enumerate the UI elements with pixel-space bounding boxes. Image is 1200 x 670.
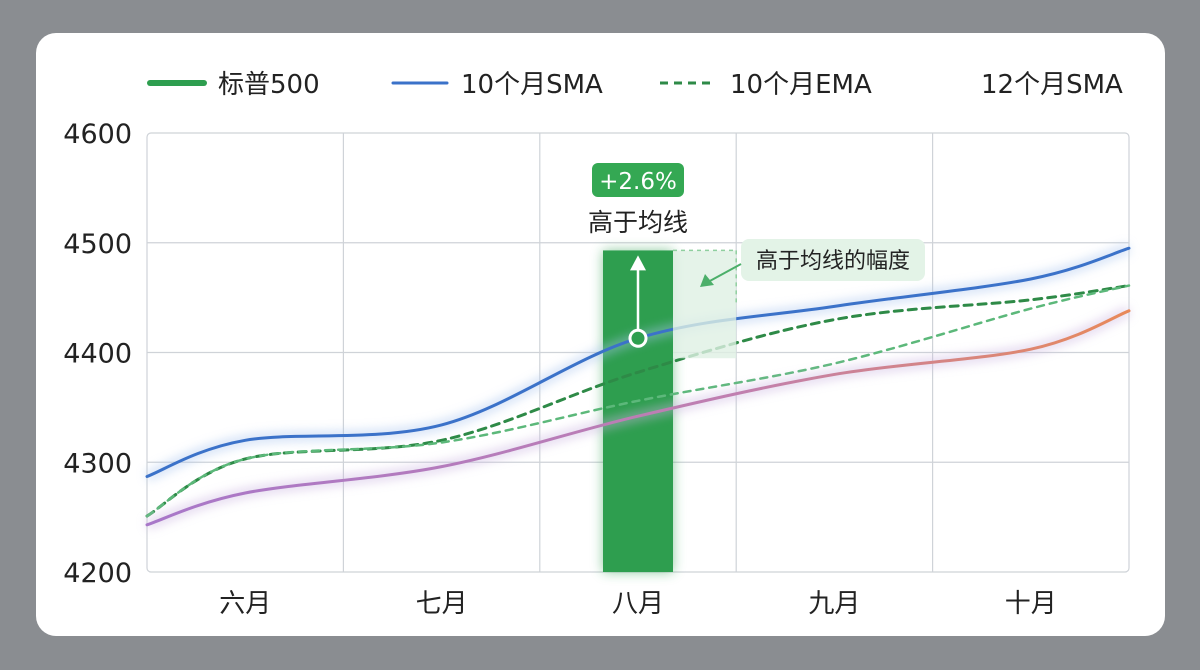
series-line-ema10-alt bbox=[145, 284, 1131, 518]
legend-label-sma12: 12个月SMA bbox=[981, 70, 1123, 100]
callout-text: 高于均线的幅度 bbox=[756, 249, 910, 274]
y-tick-label: 4500 bbox=[63, 229, 132, 260]
series-line-sma12 bbox=[145, 309, 1131, 527]
y-tick-label: 4200 bbox=[63, 558, 132, 589]
legend: 标普500 10个月SMA 10个月EMA 12个月SMA bbox=[147, 70, 1123, 100]
sma-marker bbox=[628, 328, 648, 348]
x-tick-label: 八月 bbox=[612, 589, 664, 619]
y-tick-label: 4400 bbox=[63, 339, 132, 370]
x-tick-label: 七月 bbox=[416, 589, 468, 619]
excess-region bbox=[673, 250, 737, 359]
badge-bg bbox=[592, 163, 684, 197]
arrow-head bbox=[630, 255, 646, 271]
above-label: 高于均线 bbox=[588, 208, 688, 237]
badge-text: +2.6% bbox=[599, 169, 677, 195]
callout-pointer-head bbox=[700, 274, 714, 287]
legend-label-sma10: 10个月SMA bbox=[461, 70, 603, 100]
x-axis: 六月 七月 八月 九月 十月 bbox=[219, 589, 1057, 619]
y-axis: 4600 4500 4400 4300 4200 bbox=[63, 119, 132, 589]
legend-label-sp500: 标普500 bbox=[218, 70, 320, 100]
callout-pointer bbox=[707, 263, 742, 283]
x-tick-label: 十月 bbox=[1005, 589, 1057, 619]
y-tick-label: 4600 bbox=[63, 119, 132, 150]
callout-bg bbox=[741, 239, 925, 281]
x-tick-label: 九月 bbox=[808, 589, 860, 619]
y-tick-label: 4300 bbox=[63, 448, 132, 479]
legend-label-ema10: 10个月EMA bbox=[730, 70, 872, 100]
x-tick-label: 六月 bbox=[219, 589, 271, 619]
